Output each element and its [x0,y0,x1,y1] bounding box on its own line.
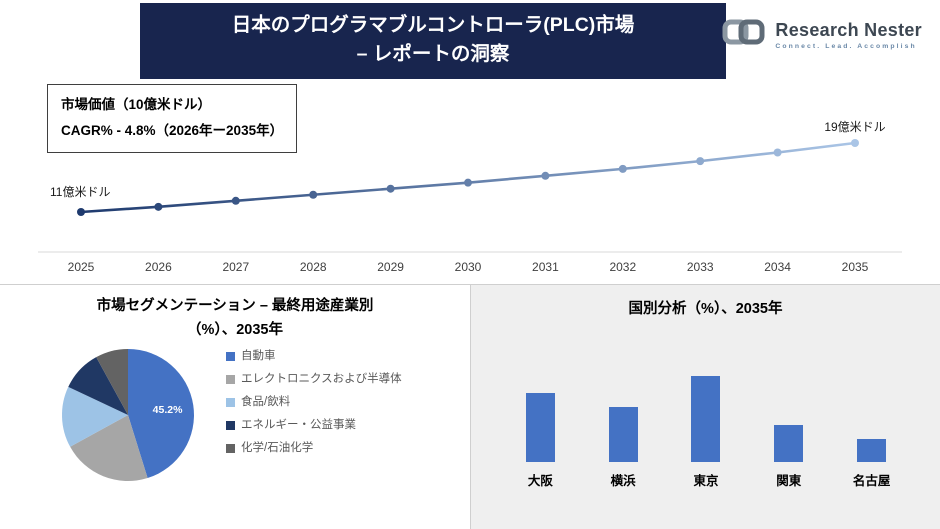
pie-slice-value-label: 45.2% [153,404,183,416]
segmentation-title: 市場セグメンテーション – 最終用途産業別 （%）、2035年 [0,295,470,343]
research-nester-logo: Research Nester Connect. Lead. Accomplis… [721,16,922,53]
bar-category-label: 名古屋 [852,474,891,488]
legend-label: 自動車 [241,350,276,362]
country-analysis-panel: 国別分析（%）、2035年 大阪 横浜 東京 関東 名古屋 [470,285,940,529]
bar-column: 大阪 [500,369,580,489]
data-point-marker [309,190,318,199]
bar-category-label: 東京 [693,474,719,488]
market-value-label: 市場価値（10億米ドル） [61,97,212,112]
x-tick-label: 2028 [300,260,327,274]
legend-swatch-icon [226,397,235,407]
end-value-label: 19億米ドル [824,120,885,134]
bar [525,393,555,462]
data-point-marker [231,196,240,205]
segmentation-pie-chart: 45.2% [61,349,194,481]
x-tick-label: 2031 [532,260,559,274]
page-title-line2: – レポートの洞察 [356,43,510,66]
trend-line [80,141,856,214]
x-tick-label: 2026 [145,260,172,274]
bar [608,407,638,462]
x-tick-label: 2025 [68,260,95,274]
country-analysis-title-text: 国別分析（%）、2035年 [628,301,783,317]
x-tick-label: 2034 [764,260,791,274]
data-point-marker [154,202,163,211]
pie-slice [70,415,148,481]
legend-item: エネルギー・公益事業 [226,418,464,433]
x-tick-label: 2027 [222,260,249,274]
start-value-label: 11億米ドル [50,185,110,199]
data-point-marker [618,164,627,173]
pie-slice [68,357,128,415]
page-title-line1: 日本のプログラマブルコントローラ(PLC)市場 [231,14,635,36]
bar-category-label: 関東 [776,474,802,488]
section-divider [0,284,940,285]
x-tick-label: 2032 [609,260,636,274]
legend-item: 化学/石油化学 [226,441,464,456]
data-point-marker [851,139,859,147]
pie-slice [61,386,128,447]
legend-item: 食品/飲料 [226,395,464,410]
legend-label: 化学/石油化学 [241,441,314,454]
data-point-marker [696,157,705,166]
bar-column: 名古屋 [832,369,912,489]
legend-label: エレクトロニクスおよび半導体 [241,372,402,385]
logo-tagline: Connect. Lead. Accomplish [775,42,917,50]
data-point-marker [773,148,782,157]
bar-column: 東京 [666,369,746,489]
bar [691,376,721,462]
legend-swatch-icon [226,374,235,384]
segmentation-panel: 市場セグメンテーション – 最終用途産業別 （%）、2035年 45.2% 自動… [0,285,470,529]
data-point-marker [386,184,395,193]
data-point-marker [77,208,85,216]
bar [857,439,887,462]
bar-category-label: 横浜 [610,474,636,488]
cagr-label: CAGR% - 4.8%（2026年ー2035年） [61,123,284,139]
bar [774,425,804,462]
legend-item: エレクトロニクスおよび半導体 [226,372,464,387]
data-point-marker [541,171,550,180]
legend-label: エネルギー・公益事業 [241,418,356,431]
x-tick-label: 2029 [377,260,404,274]
bar-column: 関東 [749,369,829,489]
logo-name: Research Nester [775,19,922,40]
market-line-chart: 2025 2026 2027 2028 2029 2030 2031 2032 2033 2034… [38,120,902,274]
logo-text: Research Nester Connect. Lead. Accomplis… [775,20,922,50]
bar-column: 横浜 [583,369,663,489]
legend-swatch-icon [226,443,235,453]
market-value-info-box: 市場価値（10億米ドル） CAGR% - 4.8%（2026年ー2035年） [47,84,298,153]
legend-swatch-icon [226,420,235,430]
data-point-marker [464,178,472,187]
x-tick-label: 2033 [687,260,714,274]
bar-category-label: 大阪 [527,474,553,488]
legend-swatch-icon [226,352,235,361]
pie-slice [128,349,194,479]
segmentation-title-line2: （%）、2035年 [187,321,283,338]
pie-slice [96,349,128,415]
country-bar-chart: 大阪 横浜 東京 関東 名古屋 [499,369,913,489]
country-analysis-title: 国別分析（%）、2035年 [471,298,940,322]
segmentation-title-line1: 市場セグメンテーション – 最終用途産業別 [96,298,374,314]
pie-legend: 自動車エレクトロニクスおよび半導体 食品/飲料エネルギー・公益事業 化学/石油化学 [226,349,464,464]
legend-label: 食品/飲料 [241,395,291,408]
x-tick-label: 2035 [842,260,869,274]
page-title: 日本のプログラマブルコントローラ(PLC)市場 – レポートの洞察 [140,3,726,79]
x-tick-label: 2030 [455,260,482,274]
chain-link-logo-icon [721,16,767,53]
legend-item: 自動車 [226,349,464,364]
